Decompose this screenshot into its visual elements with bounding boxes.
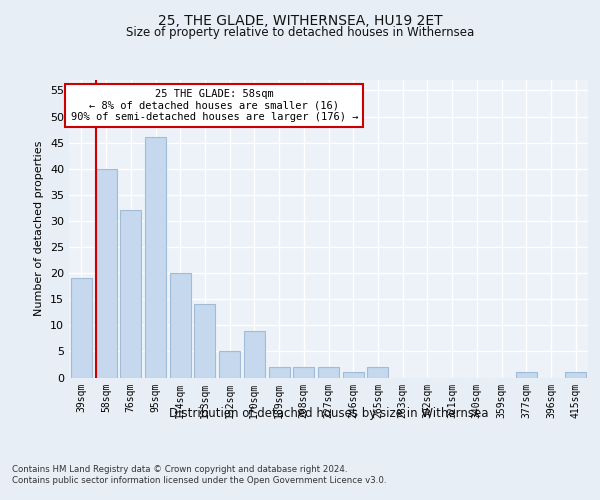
Bar [293,367,314,378]
Text: Contains HM Land Registry data © Crown copyright and database right 2024.: Contains HM Land Registry data © Crown c… [12,465,347,474]
Bar [516,372,537,378]
Bar [145,138,166,378]
Text: Size of property relative to detached houses in Withernsea: Size of property relative to detached ho… [126,26,474,39]
Text: 25 THE GLADE: 58sqm
← 8% of detached houses are smaller (16)
90% of semi-detache: 25 THE GLADE: 58sqm ← 8% of detached hou… [71,89,358,122]
Bar [318,367,339,378]
Bar [367,367,388,378]
Bar [219,352,240,378]
Bar [343,372,364,378]
Text: Contains public sector information licensed under the Open Government Licence v3: Contains public sector information licen… [12,476,386,485]
Bar [244,330,265,378]
Bar [565,372,586,378]
Y-axis label: Number of detached properties: Number of detached properties [34,141,44,316]
Text: 25, THE GLADE, WITHERNSEA, HU19 2ET: 25, THE GLADE, WITHERNSEA, HU19 2ET [158,14,442,28]
Bar [120,210,141,378]
Bar [194,304,215,378]
Bar [71,278,92,378]
Bar [95,168,116,378]
Bar [269,367,290,378]
Text: Distribution of detached houses by size in Withernsea: Distribution of detached houses by size … [169,408,488,420]
Bar [170,273,191,378]
